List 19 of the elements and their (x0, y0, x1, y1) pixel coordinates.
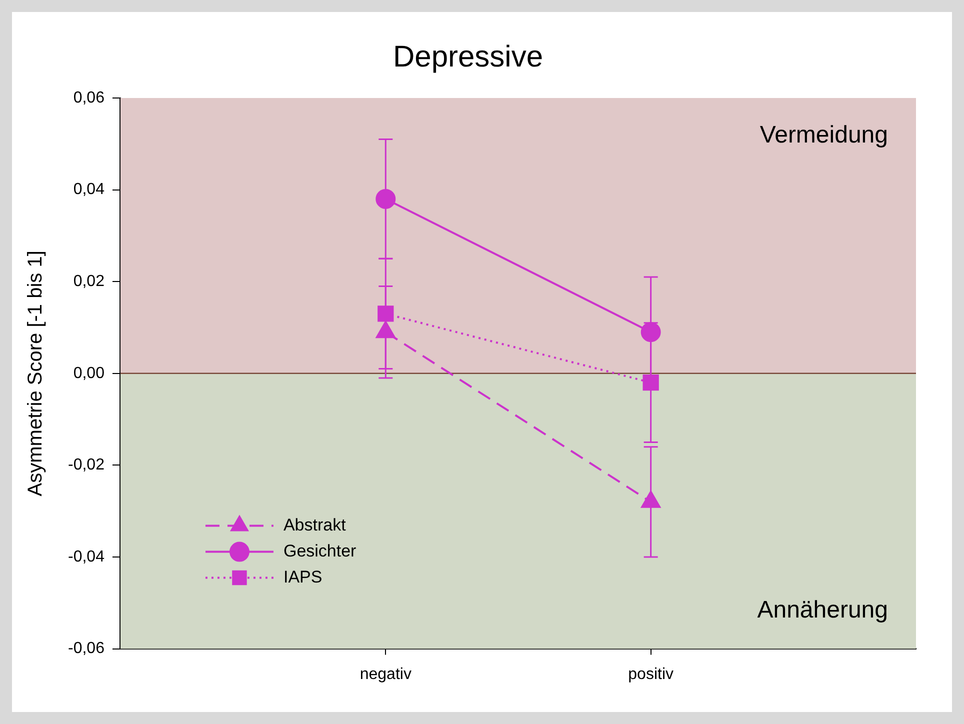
legend-label: Abstrakt (283, 515, 346, 534)
y-tick-label: 0,04 (73, 181, 105, 198)
point (640, 322, 661, 342)
band-label: Vermeidung (760, 122, 888, 149)
y-tick-label: -0,06 (68, 640, 105, 658)
y-tick-label: -0,02 (68, 456, 105, 474)
y-tick-label: 0,00 (73, 364, 105, 382)
point (378, 306, 394, 322)
legend-label: IAPS (283, 567, 322, 586)
y-tick-label: 0,02 (73, 273, 105, 290)
y-tick-label: -0,04 (68, 548, 105, 566)
point (376, 188, 396, 209)
band-label: Annäherung (757, 596, 888, 624)
legend-label: Gesichter (283, 541, 357, 560)
chart-title: Depressive (392, 40, 544, 74)
y-tick-label: 0,06 (73, 89, 105, 106)
y-axis-title: Asymmetrie Score [-1 bis 1] (24, 250, 47, 496)
x-tick-label: negativ (360, 666, 412, 683)
x-tick-label: positiv (628, 666, 674, 683)
